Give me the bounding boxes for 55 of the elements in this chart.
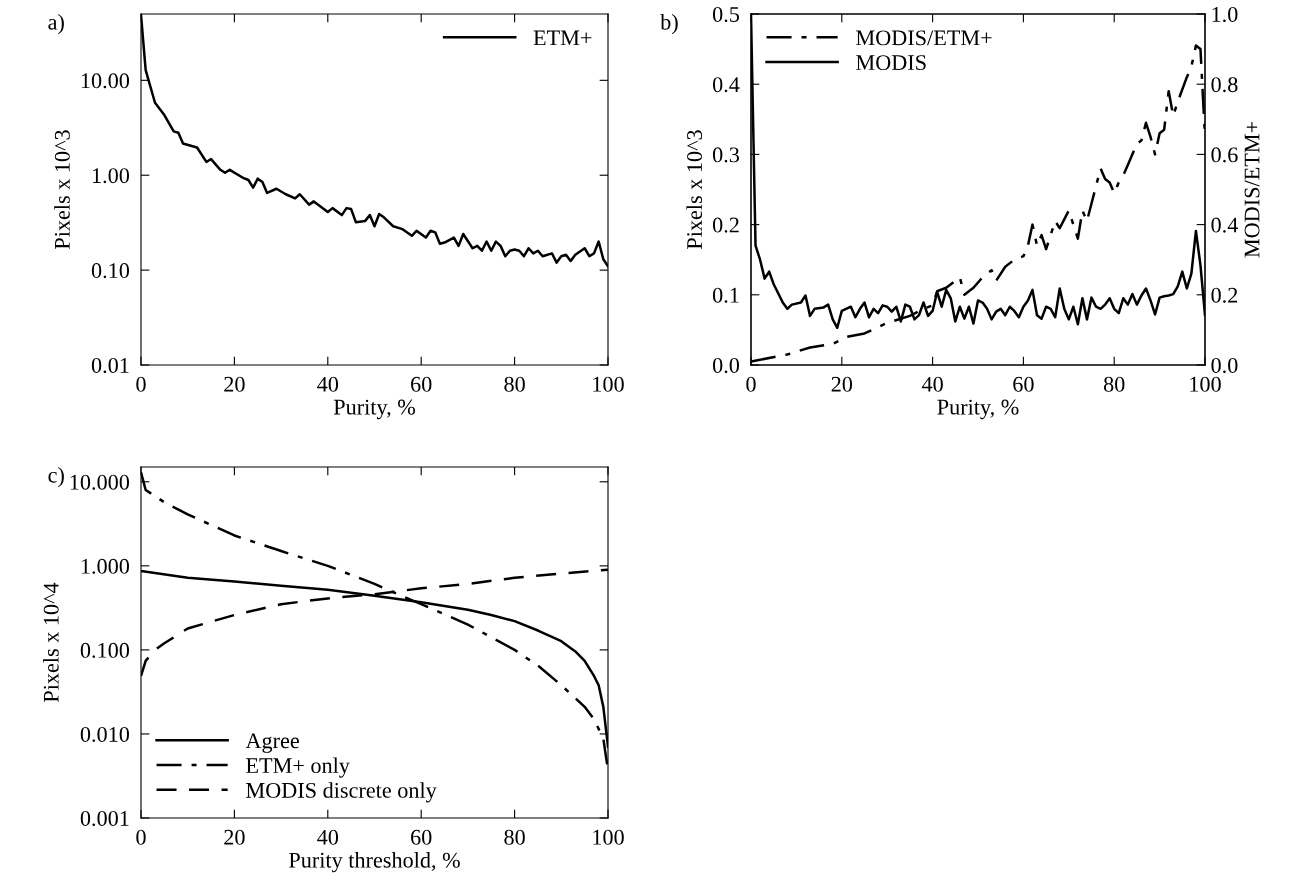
x-tick-label: 20: [831, 376, 853, 392]
x-tick-label: 40: [317, 829, 339, 845]
y-tick-label: 0.5: [712, 6, 740, 23]
x-tick-label: 20: [224, 829, 245, 845]
x-tick-label: 0: [136, 376, 146, 392]
y-tick-label: 0.100: [80, 642, 130, 658]
x-axis-title: Purity, %: [333, 399, 415, 420]
x-tick-label: 80: [504, 829, 525, 845]
x-tick-label: 60: [1013, 376, 1034, 392]
x-tick-label: 100: [1190, 376, 1221, 392]
y-tick-label: 1.000: [81, 558, 130, 574]
x-tick-label: 40: [317, 376, 339, 392]
y-axis-title: Pixels x 10^3: [686, 130, 703, 250]
x-axis-title: Purity threshold, %: [289, 852, 460, 873]
y2-tick-label: 0.4: [1211, 217, 1238, 233]
x-tick-label: 20: [224, 376, 245, 392]
x-tick-label: 0: [746, 376, 756, 392]
x-tick-label: 40: [921, 376, 943, 392]
y-tick-label: 0.01: [91, 357, 129, 374]
legend-label: MODIS/ETM+: [856, 30, 992, 46]
x-axis-title: Purity, %: [937, 399, 1019, 420]
y2-tick-label: 0.8: [1211, 77, 1238, 93]
y-tick-label: 0.10: [91, 263, 130, 279]
y-tick-label: 0.4: [712, 77, 740, 93]
chart-title: b): [660, 14, 678, 35]
y-axis-title: Pixels x 10^4: [43, 582, 59, 703]
y2-tick-label: 0.0: [1211, 357, 1238, 374]
y2-tick-label: 0.6: [1211, 147, 1238, 163]
chart-title: a): [48, 14, 64, 35]
legend-label: Agree: [245, 733, 299, 753]
x-tick-label: 80: [1103, 376, 1125, 392]
x-tick-label: 0: [136, 829, 146, 845]
legend-label: MODIS: [856, 55, 926, 71]
y2-tick-label: 0.2: [1211, 287, 1238, 303]
legend-label: ETM+: [533, 30, 592, 46]
y-axis-title: Pixels x 10^3: [54, 130, 70, 250]
y-tick-label: 10.00: [81, 73, 130, 89]
x-tick-label: 60: [411, 376, 432, 392]
y-tick-label: 0.3: [712, 147, 740, 163]
x-tick-label: 60: [411, 829, 432, 845]
y-tick-label: 10.000: [70, 474, 130, 490]
y-tick-label: 0.001: [80, 810, 129, 827]
y2-axis-title: MODIS/ETM+: [1244, 121, 1260, 258]
y2-tick-label: 1.0: [1212, 6, 1238, 23]
y-tick-label: 0.010: [80, 726, 130, 742]
x-tick-label: 100: [593, 376, 624, 392]
x-tick-label: 100: [593, 829, 624, 845]
legend-label: ETM+ only: [246, 757, 350, 778]
legend-label: MODIS discrete only: [246, 782, 437, 803]
x-tick-label: 80: [504, 376, 525, 392]
y-tick-label: 0.0: [712, 357, 740, 374]
y-tick-label: 0.1: [712, 287, 739, 303]
y-tick-label: 1.00: [92, 168, 130, 184]
chart-title: c): [48, 467, 64, 488]
y-tick-label: 0.2: [712, 217, 739, 233]
